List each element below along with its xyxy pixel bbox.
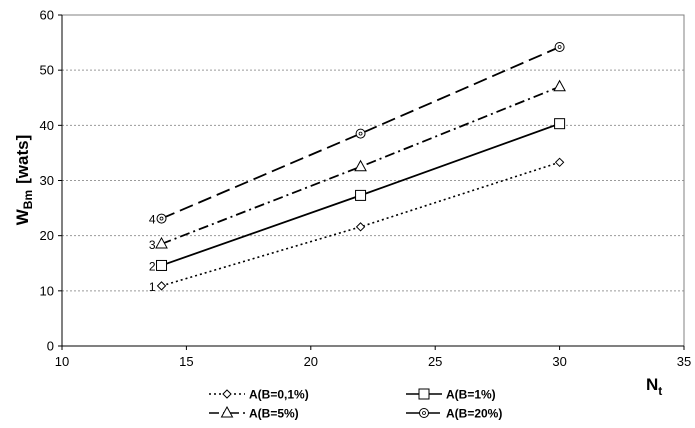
x-tick-label: 15 <box>179 354 193 369</box>
legend-item: A(B=0,1%) <box>209 388 309 402</box>
data-point-square <box>156 259 168 271</box>
y-axis-label-unit: [wats] <box>13 135 32 184</box>
series-group <box>155 41 566 291</box>
y-tick-label: 10 <box>40 283 54 298</box>
legend-label: A(B=1%) <box>446 388 496 402</box>
legend: A(B=0,1%) A(B=1%) A(B=5%) A(B=20%) <box>209 388 502 421</box>
legend-marker <box>220 405 234 418</box>
series-number-label: 3 <box>149 238 156 252</box>
series-number-label: 1 <box>149 280 156 294</box>
series-number-labels: 1 2 3 4 <box>149 213 156 294</box>
data-point-circle-inner <box>159 216 164 221</box>
x-axis-label-main: N <box>646 375 658 394</box>
y-axis-label: WBm [wats] <box>13 135 35 226</box>
x-axis-label-subscript: t <box>658 384 662 398</box>
series-number-label: 2 <box>149 259 156 273</box>
y-axis-label-main: W <box>13 208 32 225</box>
data-point-diamond <box>554 157 565 168</box>
series-line <box>161 46 560 220</box>
y-tick-label: 0 <box>47 339 54 354</box>
series-4 <box>156 41 565 224</box>
data-point-square <box>554 118 566 130</box>
y-tick-label: 20 <box>40 228 54 243</box>
y-tick-label: 60 <box>40 8 54 23</box>
legend-item: A(B=1%) <box>406 388 496 402</box>
legend-label: A(B=0,1%) <box>249 388 309 402</box>
legend-label: A(B=5%) <box>249 407 299 421</box>
data-point-circle <box>156 213 167 224</box>
data-point-diamond <box>355 222 366 232</box>
x-tick-label: 20 <box>304 354 318 369</box>
legend-item: A(B=5%) <box>209 405 299 421</box>
legend-label: A(B=20%) <box>446 407 502 421</box>
legend-item: A(B=20%) <box>406 407 502 421</box>
x-tick-label: 10 <box>55 354 69 369</box>
legend-marker-inner <box>422 411 426 415</box>
x-tick-label: 25 <box>428 354 442 369</box>
series-1 <box>156 157 565 291</box>
legend-marker <box>222 389 232 399</box>
x-tick-label: 30 <box>552 354 566 369</box>
x-tick-label: 35 <box>677 354 691 369</box>
series-3 <box>155 79 566 249</box>
data-point-triangle <box>155 236 168 249</box>
y-tick-label: 50 <box>40 63 54 78</box>
data-point-triangle <box>354 159 367 172</box>
legend-marker <box>418 388 430 400</box>
data-point-triangle <box>553 79 566 92</box>
data-point-circle <box>355 128 366 139</box>
series-number-label: 4 <box>149 213 156 227</box>
legend-marker <box>419 408 429 418</box>
data-point-circle <box>554 41 565 52</box>
data-point-circle-inner <box>358 131 363 136</box>
y-tick-label: 30 <box>40 173 54 188</box>
data-point-diamond <box>156 281 167 291</box>
y-axis-label-subscript: Bm <box>21 190 35 209</box>
series-2 <box>156 118 566 271</box>
x-axis-label: Nt <box>646 375 662 398</box>
data-point-square <box>355 189 367 201</box>
y-tick-label: 40 <box>40 118 54 133</box>
data-point-circle-inner <box>557 45 562 49</box>
